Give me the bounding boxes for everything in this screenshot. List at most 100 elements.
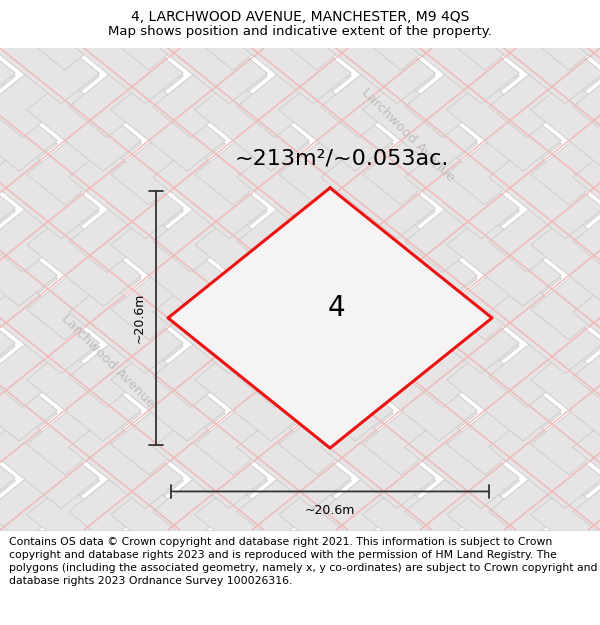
Polygon shape (447, 484, 561, 576)
Polygon shape (447, 113, 561, 205)
Polygon shape (363, 484, 477, 576)
Polygon shape (69, 416, 183, 509)
Polygon shape (531, 214, 600, 306)
Polygon shape (0, 0, 57, 36)
Polygon shape (363, 382, 477, 475)
Polygon shape (0, 214, 57, 306)
Polygon shape (0, 248, 57, 340)
Polygon shape (447, 0, 561, 70)
Polygon shape (0, 181, 99, 272)
Polygon shape (531, 518, 600, 610)
Polygon shape (153, 282, 267, 374)
Polygon shape (573, 416, 600, 509)
Text: ~20.6m: ~20.6m (133, 292, 146, 343)
Polygon shape (405, 46, 519, 138)
Polygon shape (447, 518, 561, 610)
Polygon shape (447, 382, 561, 475)
Text: ~20.6m: ~20.6m (305, 504, 355, 518)
Polygon shape (153, 316, 267, 408)
Polygon shape (405, 551, 519, 625)
Polygon shape (447, 619, 561, 625)
Text: Larchwood Avenue: Larchwood Avenue (359, 86, 457, 184)
Polygon shape (237, 181, 351, 272)
Polygon shape (237, 12, 351, 104)
Polygon shape (237, 450, 351, 542)
Polygon shape (279, 214, 393, 306)
Polygon shape (531, 484, 600, 576)
Polygon shape (69, 147, 183, 239)
Polygon shape (321, 46, 435, 138)
Polygon shape (489, 585, 600, 625)
Polygon shape (489, 46, 600, 138)
Polygon shape (489, 450, 600, 542)
Polygon shape (69, 46, 183, 138)
Polygon shape (363, 619, 477, 625)
Polygon shape (27, 248, 141, 340)
Polygon shape (111, 113, 225, 205)
Polygon shape (0, 416, 99, 509)
Polygon shape (195, 382, 309, 475)
Polygon shape (195, 349, 309, 441)
Polygon shape (531, 0, 600, 70)
Polygon shape (405, 316, 519, 408)
Polygon shape (279, 518, 393, 610)
Polygon shape (111, 214, 225, 306)
Text: 4, LARCHWOOD AVENUE, MANCHESTER, M9 4QS: 4, LARCHWOOD AVENUE, MANCHESTER, M9 4QS (131, 9, 469, 24)
Polygon shape (279, 113, 393, 205)
Polygon shape (69, 12, 183, 104)
Polygon shape (489, 316, 600, 408)
Polygon shape (321, 181, 435, 272)
Polygon shape (111, 0, 225, 36)
Polygon shape (237, 46, 351, 138)
Polygon shape (69, 282, 183, 374)
Polygon shape (0, 551, 99, 625)
Polygon shape (489, 282, 600, 374)
Polygon shape (447, 349, 561, 441)
Polygon shape (321, 282, 435, 374)
Polygon shape (69, 316, 183, 408)
Polygon shape (279, 349, 393, 441)
Polygon shape (69, 585, 183, 625)
Polygon shape (153, 551, 267, 625)
Polygon shape (405, 0, 519, 2)
Polygon shape (405, 416, 519, 509)
Polygon shape (27, 0, 141, 36)
Polygon shape (0, 0, 57, 70)
Polygon shape (405, 147, 519, 239)
Polygon shape (321, 12, 435, 104)
Polygon shape (363, 0, 477, 36)
Polygon shape (531, 349, 600, 441)
Polygon shape (447, 79, 561, 171)
Polygon shape (321, 0, 435, 2)
Polygon shape (279, 0, 393, 70)
Polygon shape (0, 585, 99, 625)
Polygon shape (363, 518, 477, 610)
Polygon shape (237, 316, 351, 408)
Polygon shape (153, 585, 267, 625)
Text: 4: 4 (327, 294, 345, 322)
Polygon shape (0, 46, 99, 138)
Polygon shape (447, 214, 561, 306)
Polygon shape (363, 349, 477, 441)
Polygon shape (363, 79, 477, 171)
Polygon shape (321, 316, 435, 408)
Polygon shape (0, 585, 15, 625)
Polygon shape (0, 0, 99, 2)
Polygon shape (447, 0, 561, 36)
Polygon shape (0, 12, 99, 104)
Polygon shape (531, 0, 600, 36)
Polygon shape (195, 0, 309, 36)
Polygon shape (153, 147, 267, 239)
Polygon shape (195, 0, 309, 70)
Polygon shape (27, 349, 141, 441)
Polygon shape (69, 0, 183, 2)
Polygon shape (195, 214, 309, 306)
Polygon shape (489, 147, 600, 239)
Polygon shape (237, 416, 351, 509)
Polygon shape (111, 79, 225, 171)
Polygon shape (153, 181, 267, 272)
Polygon shape (0, 316, 99, 408)
Polygon shape (405, 282, 519, 374)
Polygon shape (573, 282, 600, 374)
Polygon shape (363, 248, 477, 340)
